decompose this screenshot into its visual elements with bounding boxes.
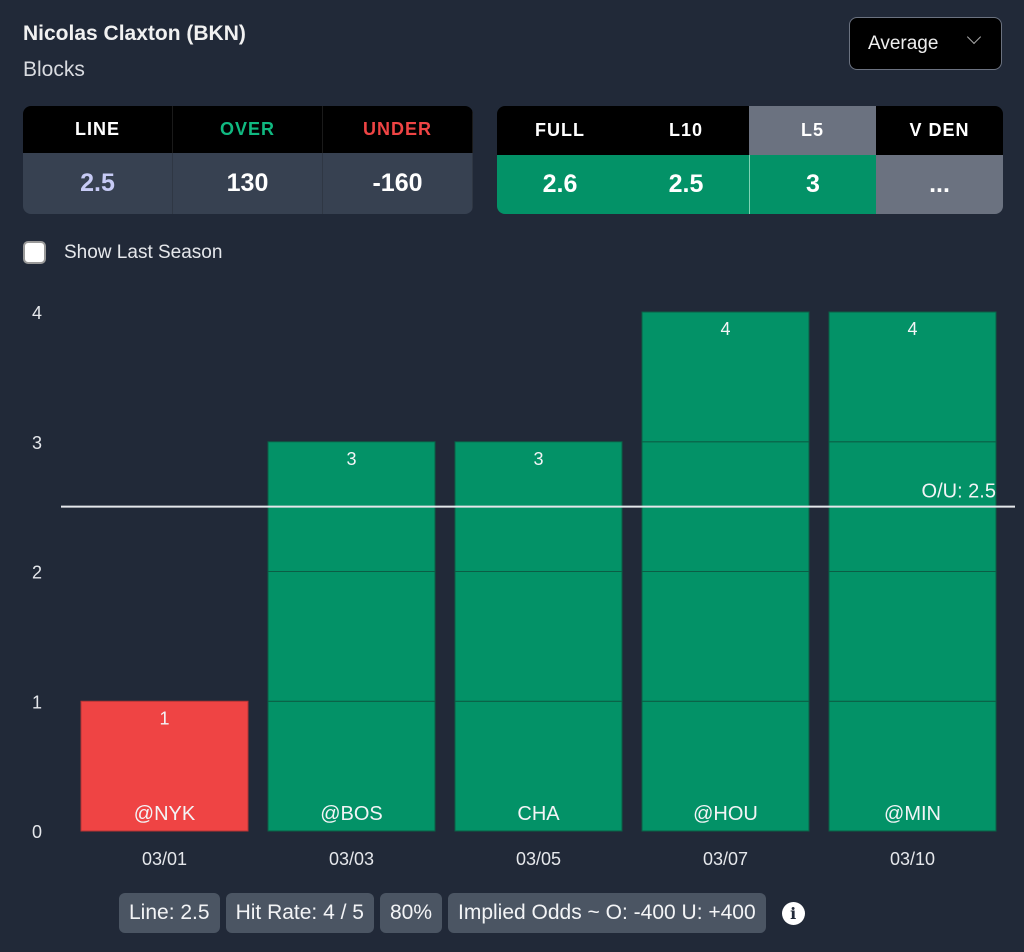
bar-segment (641, 311, 810, 443)
x-tick-label: 03/03 (329, 849, 374, 869)
y-tick-label: 4 (32, 303, 42, 323)
odds-header-over: OVER (173, 106, 323, 153)
bar-value-label: 1 (159, 708, 169, 728)
blocks-bar-chart: 0 1 2 3 4 1 @NYK 03/01 3 @BOS 03/03 3 CHA 03/05 4 @HOU 0… (32, 303, 1015, 869)
bar-opponent-label: CHA (517, 803, 560, 825)
y-tick-label: 3 (32, 433, 42, 453)
avg-value-full: 2.6 (497, 155, 623, 214)
line-pill: Line: 2.5 (119, 893, 220, 933)
y-tick-label: 0 (32, 822, 42, 842)
bar-segment (641, 700, 810, 832)
odds-value-over: 130 (173, 153, 323, 214)
info-icon[interactable]: i (781, 901, 805, 925)
stat-type: Blocks (23, 58, 85, 81)
bar-segment (641, 571, 810, 702)
bar-segment (828, 311, 997, 443)
hit-percent-pill: 80% (379, 893, 442, 933)
bar-segment (454, 700, 623, 832)
y-tick-label: 2 (32, 563, 42, 583)
show-last-season-label: Show Last Season (64, 241, 223, 263)
bar-opponent-label: @HOU (693, 803, 758, 825)
bar-value-label: 3 (346, 449, 356, 469)
chevron-down-icon (966, 29, 982, 45)
x-tick-label: 03/07 (703, 849, 748, 869)
avg-value-l10: 2.5 (623, 155, 749, 214)
x-tick-label: 03/10 (890, 849, 935, 869)
implied-odds-pill: Implied Odds ~ O: -400 U: +400 (448, 893, 766, 933)
odds-table: LINE OVER UNDER 2.5 130 -160 (23, 106, 473, 214)
tab-vs-den[interactable]: V DEN (876, 106, 1003, 155)
bar-opponent-label: @MIN (884, 803, 941, 825)
bar-segment (454, 571, 623, 702)
odds-header-line: LINE (23, 106, 173, 153)
avg-value-vs-den: ... (876, 155, 1003, 214)
avg-value-l5: 3 (749, 155, 876, 214)
average-select[interactable]: Average (849, 17, 1002, 70)
tab-full[interactable]: FULL (497, 106, 623, 155)
bar-segment (828, 571, 997, 702)
bar-segment (267, 571, 436, 702)
odds-header-under: UNDER (323, 106, 473, 153)
hit-rate-pill: Hit Rate: 4 / 5 (225, 893, 374, 933)
y-tick-label: 1 (32, 692, 42, 712)
show-last-season-toggle[interactable]: Show Last Season (23, 241, 222, 264)
bar-opponent-label: @NYK (134, 803, 196, 825)
odds-value-under: -160 (323, 153, 473, 214)
ou-line-label: O/U: 2.5 (922, 481, 996, 503)
show-last-season-checkbox[interactable] (23, 241, 46, 264)
tab-l10[interactable]: L10 (623, 106, 749, 155)
player-name: Nicolas Claxton (BKN) (23, 22, 246, 45)
average-select-value: Average (868, 32, 939, 54)
tab-l5[interactable]: L5 (749, 106, 876, 155)
bar-segment (828, 700, 997, 832)
average-table: FULL L10 L5 V DEN 2.6 2.5 3 ... (497, 106, 1003, 214)
bar-segment (267, 700, 436, 832)
bar-value-label: 4 (907, 319, 917, 339)
bar-segment (80, 700, 249, 832)
summary-pills: Line: 2.5 Hit Rate: 4 / 5 80% Implied Od… (119, 893, 805, 933)
bar-opponent-label: @BOS (320, 803, 383, 825)
bar-value-label: 4 (720, 319, 730, 339)
odds-value-line: 2.5 (23, 153, 173, 214)
bar-value-label: 3 (533, 449, 543, 469)
x-tick-label: 03/01 (142, 849, 187, 869)
x-tick-label: 03/05 (516, 849, 561, 869)
